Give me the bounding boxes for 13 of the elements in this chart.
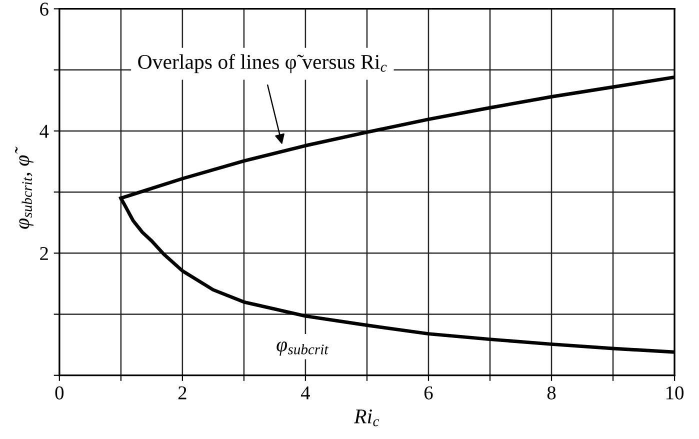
- y-tick-label: 4: [40, 124, 49, 138]
- annotation: Overlaps of lines φ̃ versus Ri$_{c}$: [138, 54, 387, 74]
- x-tick-label: 4: [300, 386, 310, 400]
- x-tick-label: 2: [178, 386, 186, 400]
- annotation: φ$_{subcrit}$: [276, 341, 329, 356]
- x-axis-title: Ri$_{c}$: [354, 409, 380, 426]
- y-tick-label: 2: [40, 247, 48, 260]
- x-tick-label: 0: [55, 386, 64, 400]
- x-tick-label: 6: [424, 386, 433, 400]
- x-tick-label: 10: [666, 386, 684, 400]
- y-tick-label: 6: [40, 2, 48, 16]
- y-axis-title: φ$_{subcrit}$, φ̃: [14, 146, 34, 229]
- x-tick-label: 8: [547, 386, 556, 400]
